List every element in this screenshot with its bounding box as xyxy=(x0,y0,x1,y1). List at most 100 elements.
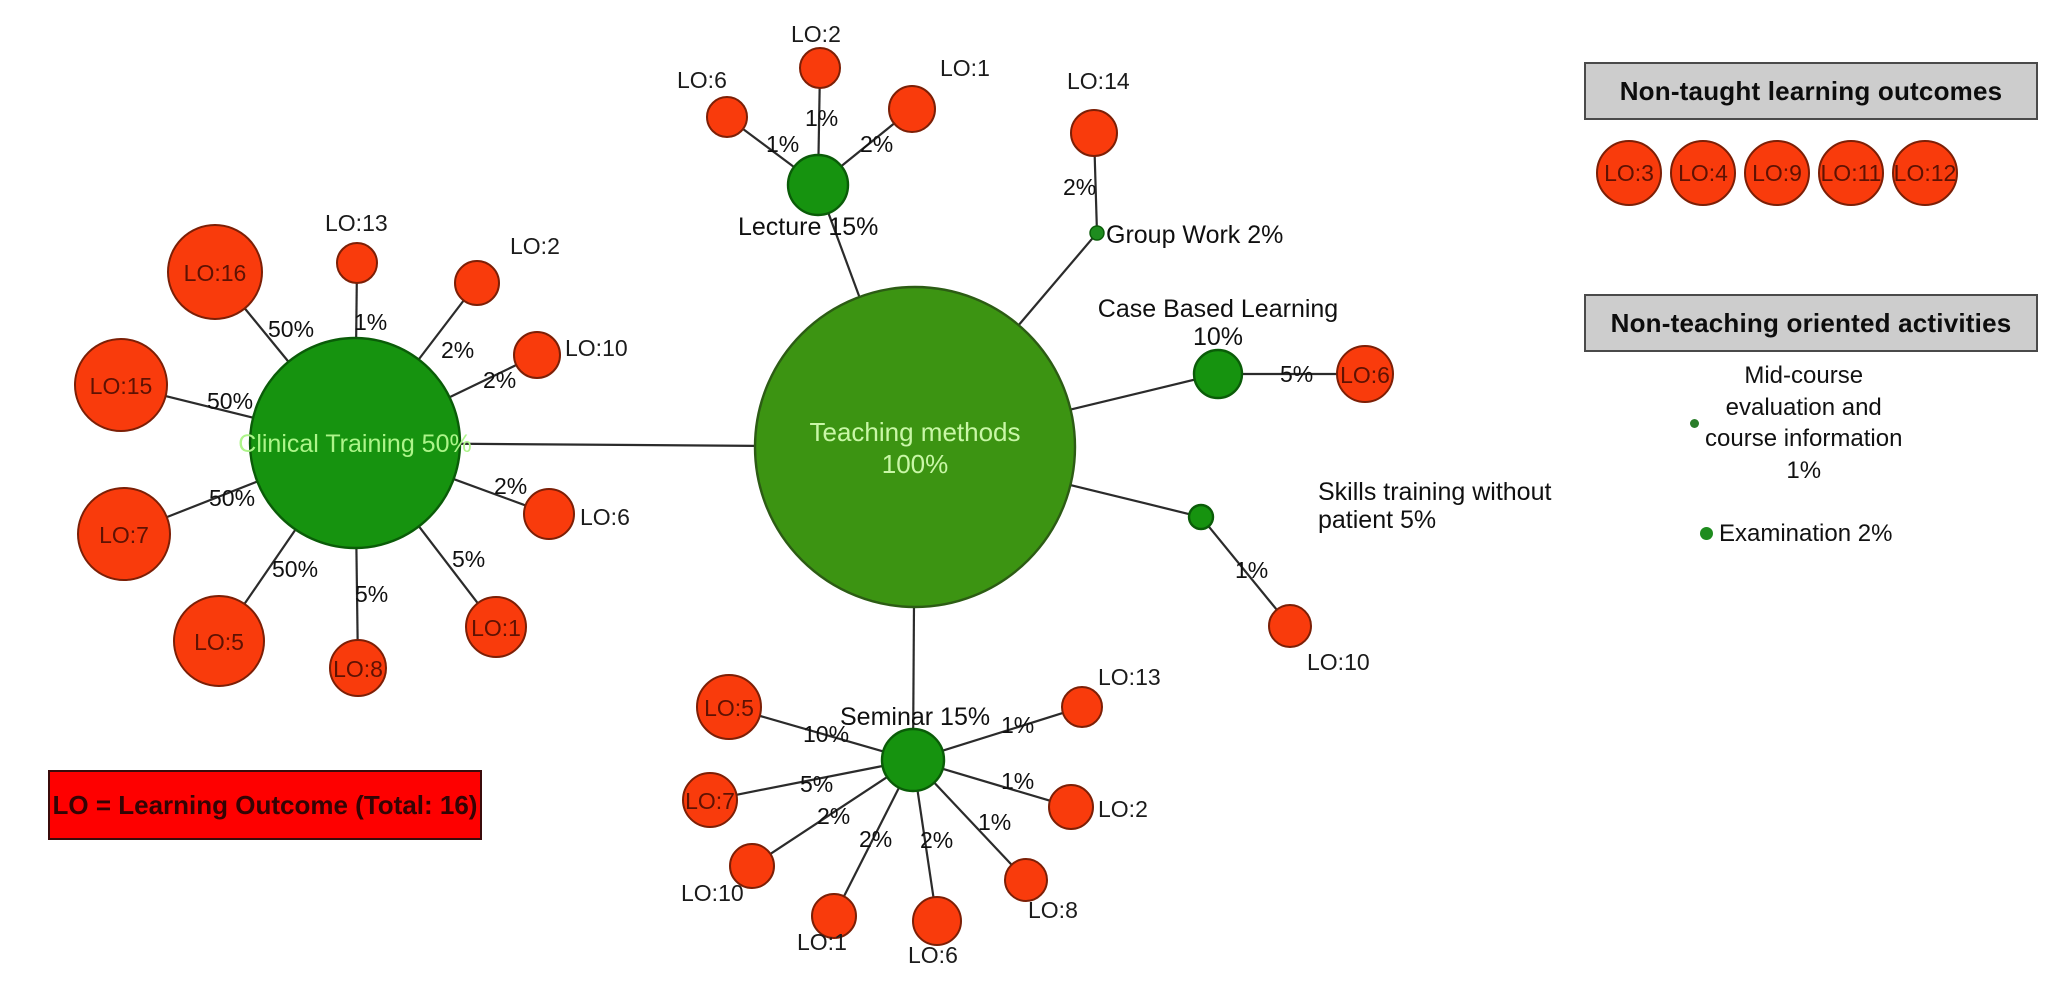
edge-percent-label: 1% xyxy=(1001,712,1034,738)
edge-root-case xyxy=(1070,378,1195,411)
lo-node[interactable] xyxy=(167,224,263,320)
method-node-case[interactable] xyxy=(1192,348,1244,400)
lo-node[interactable] xyxy=(465,596,527,658)
edge-seminar-leaf-22 xyxy=(942,767,1051,802)
edge-percent-label: 50% xyxy=(272,556,318,582)
lo-node-label: LO:16 xyxy=(184,260,247,286)
non-taught-lo-chip[interactable]: LO:3 xyxy=(1596,140,1662,206)
lo-node-label: LO:10 xyxy=(565,335,628,361)
label-layer: LO:16 50% LO:15 50% LO:7 50% LO:5 50% LO:8 5% LO:1… xyxy=(90,21,1552,968)
lo-node-label: LO:6 xyxy=(908,942,958,968)
node-layer xyxy=(74,47,1394,946)
method-node-label: Lecture 15% xyxy=(738,213,878,241)
edge-clinical-leaf-2 xyxy=(166,480,258,519)
lo-node-label: LO:2 xyxy=(791,21,841,47)
lo-node-label: LO:2 xyxy=(510,233,560,259)
lo-node[interactable] xyxy=(682,772,738,828)
lo-node-label: LO:7 xyxy=(685,788,735,814)
lo-node[interactable] xyxy=(888,85,936,133)
non-taught-lo-chip[interactable]: LO:12 xyxy=(1892,140,1958,206)
lo-node[interactable] xyxy=(336,242,378,284)
non-taught-lo-chip[interactable]: LO:11 xyxy=(1818,140,1884,206)
method-node-clinical[interactable] xyxy=(248,336,462,550)
edge-skills-leaf-15 xyxy=(1207,525,1278,611)
edge-seminar-leaf-18 xyxy=(769,776,888,855)
lo-node-label: LO:5 xyxy=(194,629,244,655)
lo-node[interactable] xyxy=(799,47,841,89)
edge-seminar-leaf-20 xyxy=(916,790,935,898)
lo-node[interactable] xyxy=(513,331,561,379)
panel-non-taught-header: Non-taught learning outcomes xyxy=(1584,62,2038,120)
edge-percent-label: 10% xyxy=(803,721,849,747)
lo-node[interactable] xyxy=(523,488,575,540)
lo-node-label: LO:8 xyxy=(333,656,383,682)
method-node-skills[interactable] xyxy=(1187,503,1215,531)
activity-mid-course-label: Mid-course evaluation and course informa… xyxy=(1705,362,1903,485)
method-node-sublabel: patient 5% xyxy=(1318,506,1436,534)
edge-percent-label: 1% xyxy=(1001,768,1034,794)
lo-node-label: LO:2 xyxy=(1098,796,1148,822)
activity-examination-label: Examination 2% xyxy=(1719,520,1893,547)
edge-clinical-leaf-7 xyxy=(449,364,517,399)
edge-percent-label: 2% xyxy=(1063,174,1096,200)
lo-node-label: LO:7 xyxy=(99,522,149,548)
edge-seminar-leaf-23 xyxy=(942,711,1064,752)
edge-seminar-leaf-16 xyxy=(759,714,884,753)
lo-node[interactable] xyxy=(1070,109,1118,157)
method-node-label: Clinical Training 50% xyxy=(238,430,471,458)
edge-groupwork-leaf-13 xyxy=(1093,155,1098,227)
lo-node-label: LO:10 xyxy=(1307,649,1370,675)
lo-node[interactable] xyxy=(912,896,962,946)
non-taught-lo-chip[interactable]: LO:4 xyxy=(1670,140,1736,206)
lo-node[interactable] xyxy=(329,639,387,697)
root-node[interactable] xyxy=(753,285,1077,609)
lo-node[interactable] xyxy=(454,260,500,306)
method-node-label: Group Work 2% xyxy=(1106,221,1283,249)
lo-node[interactable] xyxy=(1004,858,1048,902)
non-taught-lo-chip[interactable]: LO:9 xyxy=(1744,140,1810,206)
edge-clinical-leaf-3 xyxy=(243,528,297,605)
lo-node-label: LO:6 xyxy=(677,67,727,93)
edge-clinical-leaf-4 xyxy=(355,547,359,641)
edge-lecture-leaf-12 xyxy=(840,122,895,167)
lo-node[interactable] xyxy=(729,843,775,889)
method-node-seminar[interactable] xyxy=(880,727,946,793)
edge-clinical-leaf-8 xyxy=(417,299,465,361)
lo-node[interactable] xyxy=(1048,784,1094,830)
edge-percent-label: 1% xyxy=(1235,557,1268,583)
lo-node[interactable] xyxy=(74,338,168,432)
method-node-label: Skills training without xyxy=(1318,478,1551,506)
edge-percent-label: 1% xyxy=(805,105,838,131)
edge-seminar-leaf-19 xyxy=(842,787,900,897)
lo-node[interactable] xyxy=(811,893,857,939)
lo-node[interactable] xyxy=(706,96,748,138)
method-node-label: Case Based Learning xyxy=(1098,295,1338,323)
edge-percent-label: 5% xyxy=(355,581,388,607)
legend-learning-outcome-text: LO = Learning Outcome (Total: 16) xyxy=(52,789,478,820)
edge-percent-label: 1% xyxy=(978,809,1011,835)
edge-percent-label: 2% xyxy=(859,826,892,852)
edge-percent-label: 1% xyxy=(354,309,387,335)
edge-root-groupwork xyxy=(1017,237,1094,326)
edge-percent-label: 2% xyxy=(817,803,850,829)
method-node-lecture[interactable] xyxy=(786,153,850,217)
activity-examination: Examination 2% xyxy=(1700,518,1892,550)
edge-lecture-leaf-11 xyxy=(817,87,821,156)
edge-percent-label: 50% xyxy=(209,485,255,511)
edge-percent-label: 50% xyxy=(207,388,253,414)
panel-non-teaching-header: Non-teaching oriented activities xyxy=(1584,294,2038,352)
lo-node-label: LO:6 xyxy=(1340,362,1390,388)
lo-node[interactable] xyxy=(1268,604,1312,648)
green-dot-icon xyxy=(1690,418,1699,428)
edge-seminar-leaf-17 xyxy=(736,764,883,796)
lo-node[interactable] xyxy=(173,595,265,687)
lo-node[interactable] xyxy=(1336,345,1394,403)
edge-layer xyxy=(165,87,1337,898)
legend-learning-outcome: LO = Learning Outcome (Total: 16) xyxy=(48,770,482,840)
method-node-groupwork[interactable] xyxy=(1089,225,1105,241)
lo-node[interactable] xyxy=(1061,686,1103,728)
method-node-label: Seminar 15% xyxy=(840,703,990,731)
lo-node[interactable] xyxy=(696,674,762,740)
lo-node[interactable] xyxy=(77,487,171,581)
edge-seminar-leaf-21 xyxy=(933,781,1013,866)
